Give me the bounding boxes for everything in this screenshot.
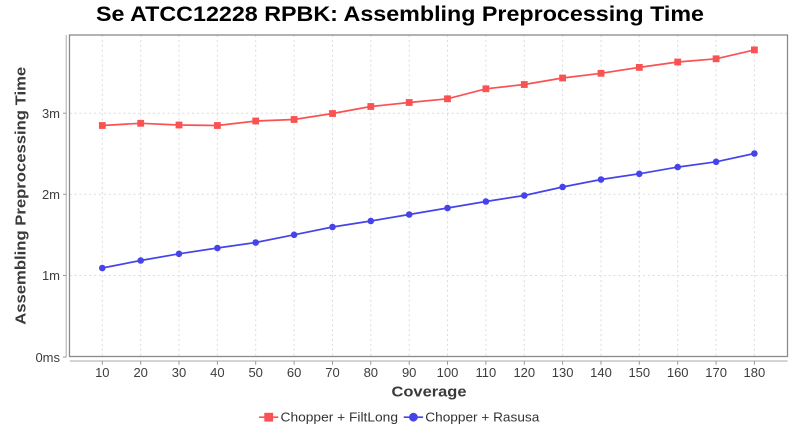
svg-text:1m: 1m <box>42 268 60 283</box>
svg-text:3m: 3m <box>42 106 60 121</box>
svg-text:150: 150 <box>628 365 650 380</box>
svg-text:Chopper + FiltLong: Chopper + FiltLong <box>281 409 399 424</box>
svg-text:90: 90 <box>402 365 416 380</box>
svg-text:40: 40 <box>210 365 224 380</box>
svg-text:70: 70 <box>325 365 339 380</box>
svg-text:180: 180 <box>744 365 766 380</box>
svg-text:140: 140 <box>590 365 612 380</box>
svg-text:110: 110 <box>476 365 497 380</box>
svg-text:80: 80 <box>364 365 378 380</box>
svg-text:0ms: 0ms <box>35 350 60 365</box>
svg-text:100: 100 <box>437 365 459 380</box>
svg-text:20: 20 <box>133 365 147 380</box>
svg-text:30: 30 <box>172 365 186 380</box>
svg-text:Assembling Preprocessing Time: Assembling Preprocessing Time <box>14 67 30 325</box>
svg-text:130: 130 <box>552 365 574 380</box>
svg-text:10: 10 <box>95 365 109 380</box>
svg-text:60: 60 <box>287 365 301 380</box>
svg-text:170: 170 <box>705 365 727 380</box>
svg-text:Chopper + Rasusa: Chopper + Rasusa <box>425 409 540 424</box>
svg-text:Se ATCC12228 RPBK: Assembling: Se ATCC12228 RPBK: Assembling Preprocess… <box>96 3 704 26</box>
svg-text:120: 120 <box>513 365 535 380</box>
svg-text:160: 160 <box>667 365 689 380</box>
svg-text:Coverage: Coverage <box>392 383 467 400</box>
svg-text:50: 50 <box>248 365 262 380</box>
svg-text:2m: 2m <box>42 187 60 202</box>
